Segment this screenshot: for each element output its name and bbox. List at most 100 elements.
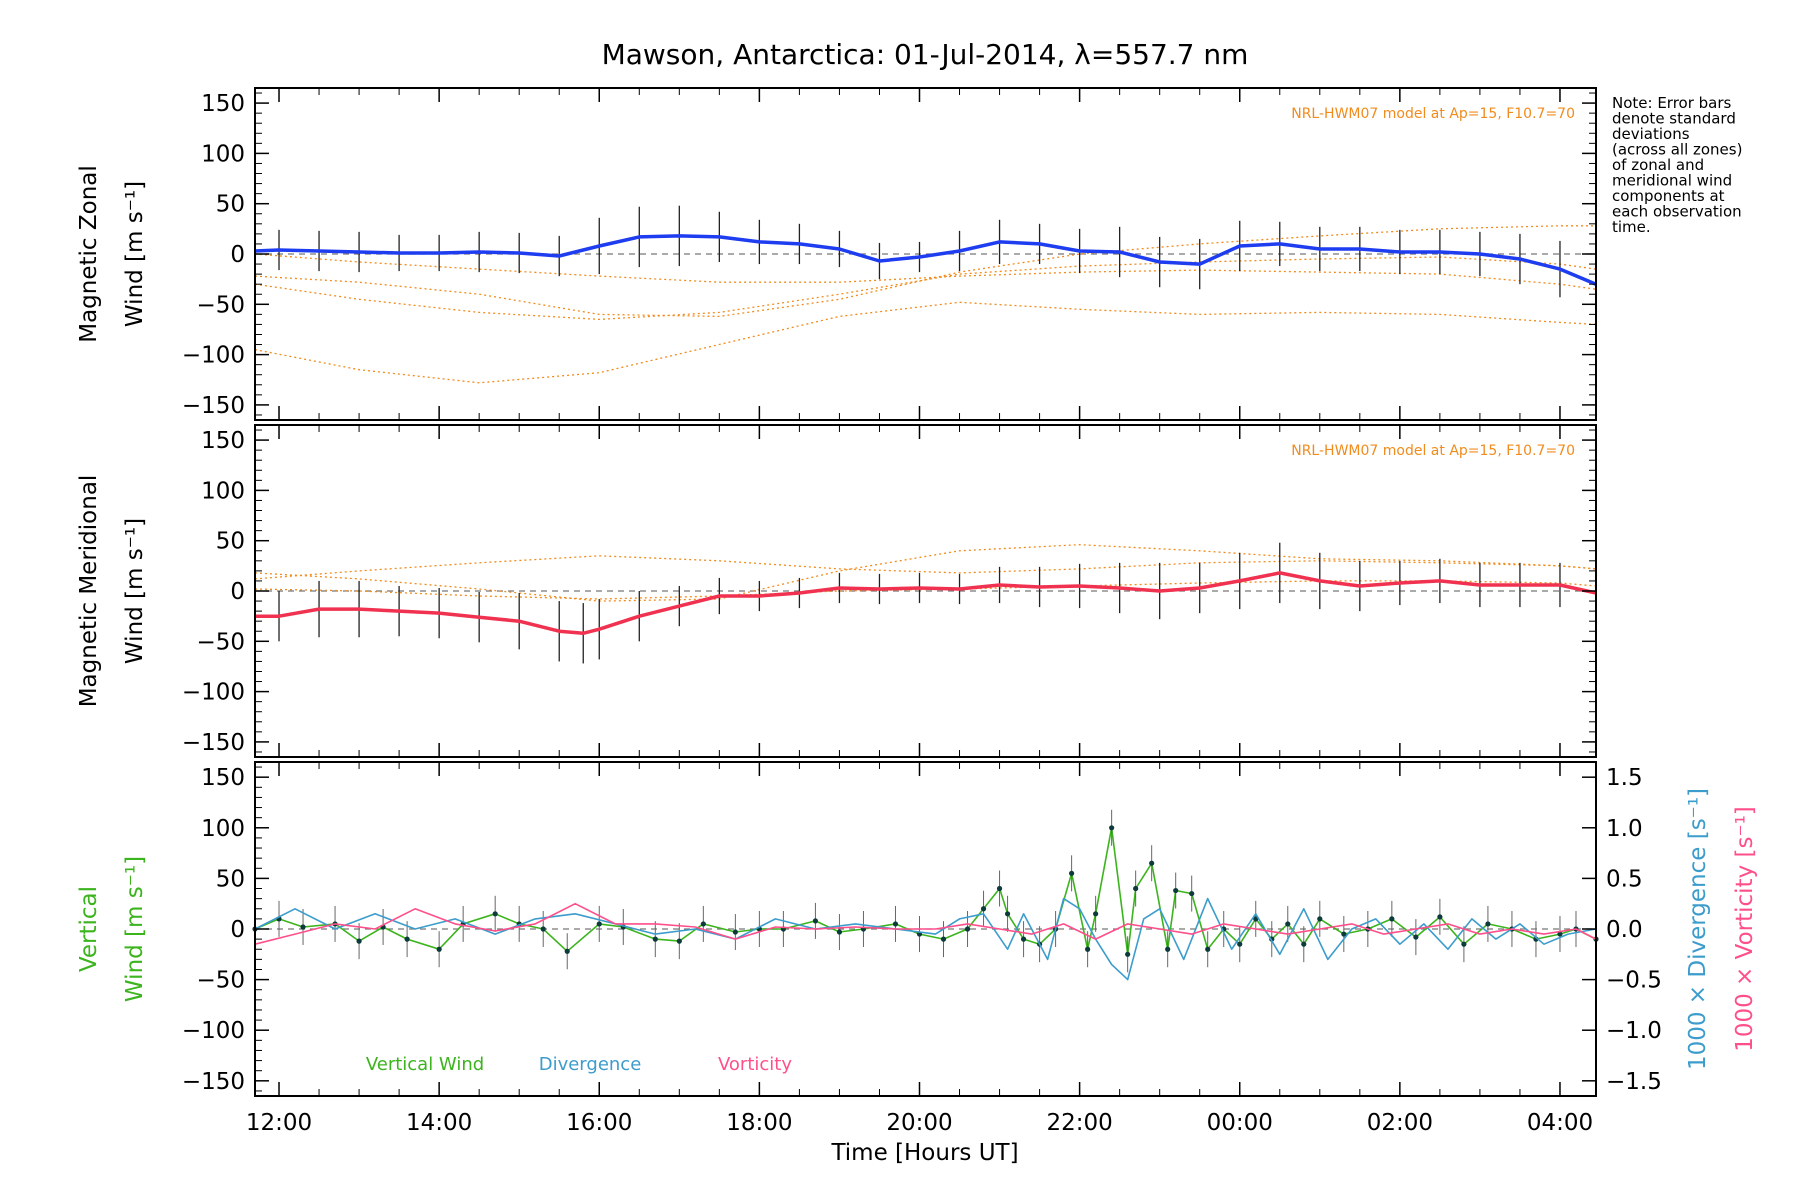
y-right-tick-label: −1.0 — [1606, 1018, 1662, 1044]
y-right-tick-label: 1.0 — [1606, 816, 1643, 842]
x-tick-label: 00:00 — [1207, 1110, 1273, 1136]
note-line: Note: Error bars — [1612, 94, 1732, 112]
data-point — [1165, 946, 1171, 952]
data-point — [1069, 870, 1075, 876]
y-right-tick-label: 0.0 — [1606, 917, 1643, 943]
y-tick-label: 50 — [216, 866, 245, 892]
chart-title: Mawson, Antarctica: 01-Jul-2014, λ=557.7… — [602, 38, 1249, 71]
data-point — [1341, 931, 1347, 937]
legend-item: Divergence — [539, 1054, 642, 1075]
y-tick-label: 150 — [201, 428, 245, 454]
data-point — [1301, 941, 1307, 947]
y-tick-label: 50 — [216, 192, 245, 218]
data-point — [1189, 890, 1195, 897]
y-tick-label: −100 — [182, 1018, 245, 1044]
data-point — [564, 948, 570, 954]
y-axis-title: Wind [m s⁻¹] — [122, 181, 148, 327]
data-point — [1437, 914, 1443, 920]
data-point — [1461, 941, 1467, 947]
y-tick-label: −50 — [196, 968, 245, 994]
data-point — [964, 926, 971, 932]
y-right-tick-label: 0.5 — [1606, 866, 1643, 892]
y-tick-label: 0 — [230, 579, 245, 605]
series-line — [254, 827, 1597, 956]
model-curve — [254, 544, 1597, 602]
y-tick-label: −50 — [196, 292, 245, 318]
series-line — [254, 234, 1597, 286]
meridional-wind-panel: 150 100 50 0 −50 −100 −150 Magnetic Meridional W… — [76, 424, 1597, 758]
x-tick-label: 14:00 — [406, 1110, 472, 1136]
note-line: each observation — [1612, 203, 1742, 221]
y-tick-label: −150 — [182, 730, 245, 756]
data-point — [1317, 916, 1323, 922]
data-point — [1173, 887, 1179, 894]
note-line: (across all zones) — [1612, 141, 1742, 159]
data-point — [732, 929, 738, 935]
series-line — [254, 897, 1597, 981]
y-tick-label: 100 — [201, 816, 245, 842]
vorticity-axis-title: 1000 × Vorticity [s⁻¹] — [1732, 806, 1758, 1052]
x-tick-label: 16:00 — [566, 1110, 632, 1136]
y-axis-title: Vertical — [76, 886, 102, 972]
y-tick-label: 150 — [201, 765, 245, 791]
y-tick-label: −50 — [196, 629, 245, 655]
model-label: NRL-HWM07 model at Ap=15, F10.7=70 — [1291, 106, 1575, 122]
data-point — [1020, 936, 1027, 942]
model-curve — [254, 225, 1596, 318]
x-tick-label: 04:00 — [1527, 1110, 1593, 1136]
data-point — [1285, 921, 1291, 927]
data-point — [652, 936, 658, 942]
legend-item: Vertical Wind — [366, 1054, 484, 1075]
x-axis-title: Time [Hours UT] — [830, 1140, 1018, 1166]
data-point — [1205, 946, 1211, 952]
data-point — [436, 946, 442, 952]
x-tick-label: 02:00 — [1367, 1110, 1433, 1136]
x-tick-label: 22:00 — [1046, 1110, 1112, 1136]
note-line: deviations — [1612, 125, 1690, 143]
data-point — [892, 921, 899, 927]
data-point — [1237, 941, 1243, 947]
y-right-tick-label: −0.5 — [1606, 968, 1662, 994]
legend-item: Vorticity — [718, 1054, 792, 1075]
y-tick-label: −100 — [182, 343, 245, 369]
series-line — [255, 571, 1597, 636]
data-point — [700, 921, 706, 927]
data-point — [540, 926, 546, 932]
x-tick-label: 20:00 — [886, 1110, 952, 1136]
x-tick-label: 12:00 — [246, 1110, 312, 1136]
data-point — [676, 938, 682, 944]
data-point — [940, 936, 947, 942]
note-line: time. — [1612, 218, 1651, 236]
data-point — [404, 936, 410, 942]
data-point — [996, 885, 1003, 892]
y-axis-title: Magnetic Zonal — [76, 165, 102, 343]
data-point — [356, 938, 362, 944]
y-axis-title: Magnetic Meridional — [76, 475, 102, 708]
y-tick-label: 100 — [201, 478, 245, 504]
y-right-tick-label: −1.5 — [1606, 1069, 1662, 1095]
y-right-tick-label: 1.5 — [1606, 765, 1643, 791]
y-tick-label: 0 — [230, 242, 245, 268]
model-label: NRL-HWM07 model at Ap=15, F10.7=70 — [1291, 443, 1575, 459]
note-line: meridional wind — [1612, 172, 1732, 190]
data-point — [596, 921, 602, 927]
data-point — [1004, 911, 1011, 917]
data-point — [1557, 931, 1563, 937]
vertical-wind-panel: 150 100 50 0 −50 −100 −150 Vertical Wind [m s⁻¹]… — [76, 761, 1758, 1136]
data-point — [1485, 921, 1491, 927]
series-line — [254, 902, 1597, 945]
data-point — [1389, 916, 1395, 922]
data-point — [1149, 860, 1155, 866]
y-tick-label: −150 — [182, 1069, 245, 1095]
data-point — [1109, 825, 1115, 831]
data-point — [812, 918, 819, 924]
y-tick-label: 150 — [201, 91, 245, 117]
data-point — [980, 906, 987, 912]
y-tick-label: 50 — [216, 529, 245, 555]
data-point — [1133, 885, 1139, 892]
x-tick-label: 18:00 — [726, 1110, 792, 1136]
data-point — [492, 911, 498, 917]
data-point — [1125, 951, 1131, 957]
model-curve — [254, 301, 1597, 384]
